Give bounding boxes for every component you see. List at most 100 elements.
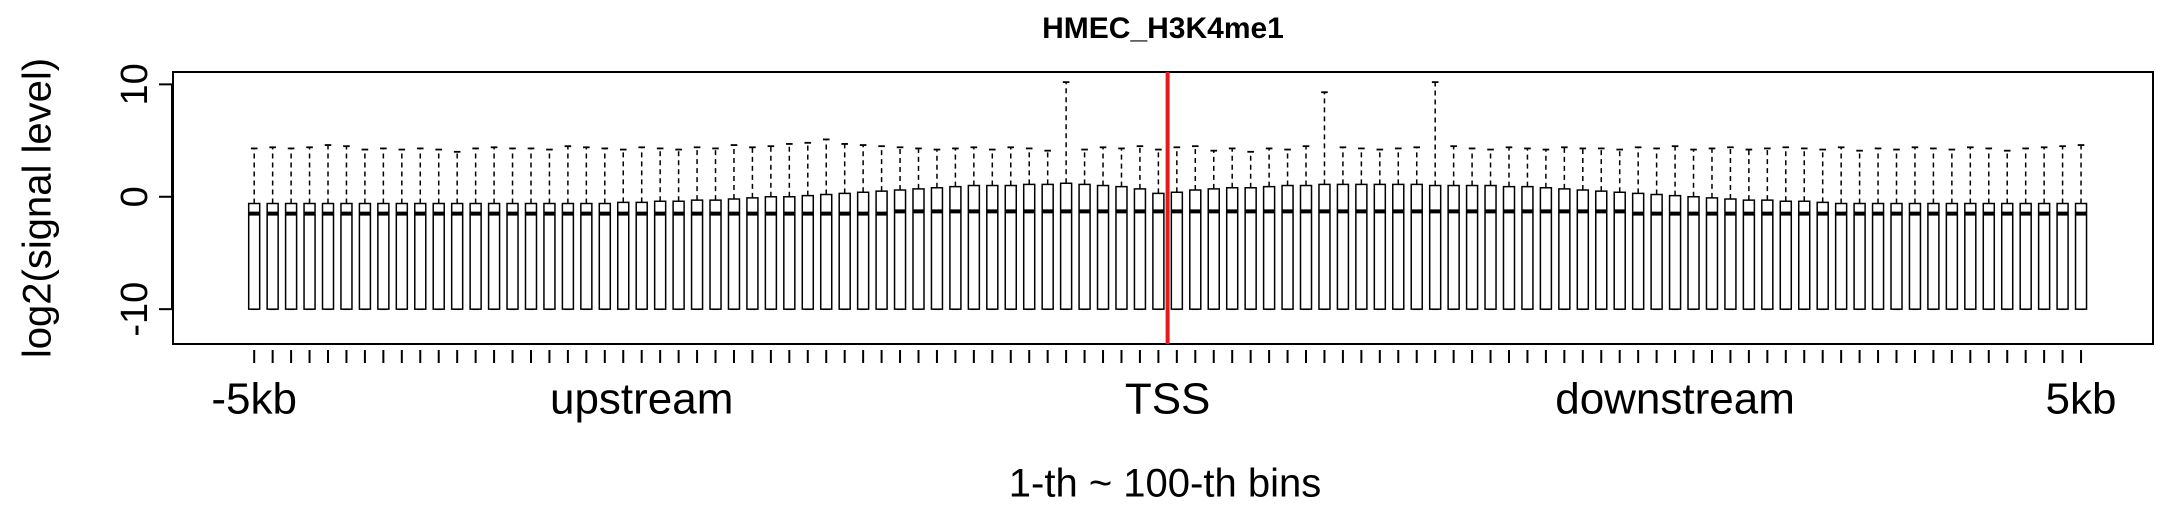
chart-title: HMEC_H3K4me1 <box>1042 12 1284 45</box>
box <box>1059 182 1073 310</box>
box <box>1871 202 1885 310</box>
box <box>912 188 925 310</box>
box <box>801 194 815 310</box>
box <box>635 201 648 310</box>
x-label: downstream <box>1555 375 1795 424</box>
box <box>1244 187 1257 310</box>
box <box>1115 185 1128 310</box>
box <box>856 191 870 310</box>
box <box>783 196 796 310</box>
box <box>949 185 962 310</box>
box <box>1484 184 1497 310</box>
box <box>1797 200 1811 310</box>
box <box>672 200 685 310</box>
box <box>1004 184 1018 310</box>
box <box>321 202 335 310</box>
box <box>1392 183 1405 310</box>
box <box>1096 184 1110 310</box>
box <box>1133 188 1147 310</box>
box <box>1576 189 1590 310</box>
box <box>1982 202 1996 310</box>
box <box>414 202 427 310</box>
box <box>746 197 759 310</box>
box <box>1816 201 1829 310</box>
box <box>1428 184 1442 310</box>
box <box>838 192 851 310</box>
box <box>967 184 981 310</box>
box <box>1927 202 1940 310</box>
box <box>1945 202 1959 310</box>
box <box>1558 188 1571 310</box>
y-axis-title: log2(signal level) <box>16 58 60 358</box>
box <box>1465 184 1479 310</box>
box <box>1761 199 1774 310</box>
box <box>598 202 612 310</box>
box <box>1041 183 1054 310</box>
box <box>893 189 907 310</box>
box <box>450 202 464 310</box>
box <box>1779 200 1793 310</box>
x-label: upstream <box>550 375 733 424</box>
box <box>1502 185 1516 310</box>
box <box>1355 183 1368 310</box>
x-label: -5kb <box>211 375 297 424</box>
box <box>2074 202 2088 310</box>
box <box>1668 194 1682 310</box>
box <box>727 198 741 310</box>
box <box>543 202 556 310</box>
box <box>1724 198 1737 310</box>
box <box>395 202 409 310</box>
box <box>2037 202 2051 310</box>
box <box>284 202 298 310</box>
box <box>764 196 778 310</box>
box <box>580 202 593 310</box>
box <box>1631 192 1645 310</box>
x-label: 5kb <box>2046 375 2117 424</box>
box <box>1908 202 1922 310</box>
box <box>1650 193 1663 310</box>
box <box>1742 199 1756 310</box>
x-label: TSS <box>1125 375 1211 424</box>
box <box>819 193 833 310</box>
box <box>1299 184 1313 310</box>
box <box>1705 197 1719 310</box>
box <box>561 202 575 310</box>
box <box>524 202 538 310</box>
box <box>617 201 630 310</box>
box <box>358 202 372 310</box>
box <box>1022 183 1036 310</box>
box <box>1539 187 1553 310</box>
box <box>1521 185 1534 310</box>
x-axis-title: 1-th ~ 100-th bins <box>1009 462 1321 506</box>
box <box>930 187 944 310</box>
box <box>247 202 261 310</box>
box <box>690 199 704 310</box>
box <box>653 200 667 310</box>
box <box>875 190 888 310</box>
box <box>1687 196 1700 310</box>
box <box>303 202 316 310</box>
box <box>266 202 279 310</box>
box <box>340 202 353 310</box>
box <box>1613 191 1626 310</box>
box <box>1447 184 1460 310</box>
box <box>1262 185 1276 310</box>
box <box>1189 189 1202 310</box>
box <box>1410 183 1423 310</box>
box <box>1318 183 1331 310</box>
box <box>432 202 445 310</box>
box <box>377 202 390 310</box>
box <box>709 199 722 310</box>
box <box>1336 183 1350 310</box>
box <box>2000 202 2014 310</box>
box <box>1964 202 1977 310</box>
y-tick-label: 0 <box>114 186 156 207</box>
box <box>506 202 519 310</box>
y-tick-label: -10 <box>114 282 156 337</box>
box <box>1595 190 1608 310</box>
box <box>986 184 999 310</box>
box <box>1373 183 1387 310</box>
box <box>1853 202 1866 310</box>
